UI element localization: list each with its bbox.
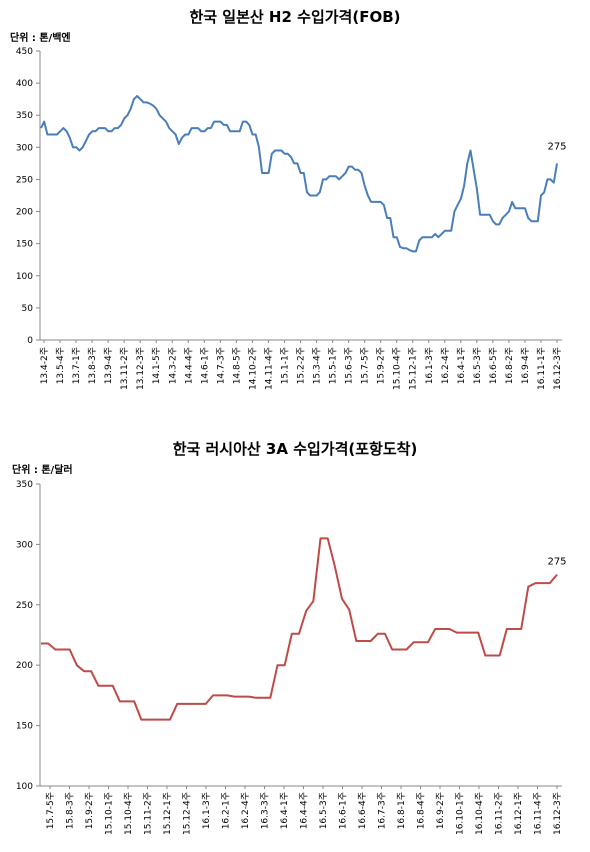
x-tick-label: 15.5-1주 (328, 347, 339, 384)
x-tick-label: 16.12-1주 (513, 792, 524, 835)
x-tick-label: 14.11-4주 (263, 347, 274, 390)
x-tick-label: 15.12-1주 (408, 347, 419, 390)
x-tick-label: 16.9-4주 (520, 347, 531, 384)
x-tick-label: 15.11-2주 (143, 792, 154, 835)
x-tick-label: 14.3-2주 (167, 347, 178, 384)
chart-russia-3a: 한국 러시아산 3A 수입가격(포항도착) 단위 : 톤/달러 100 150 20… (0, 420, 590, 852)
x-tick-label: 16.1-3주 (424, 347, 435, 384)
x-tick-label: 15.6-3주 (344, 347, 355, 384)
y-tick-label: 250 (16, 601, 33, 611)
x-tick-label: 16.3-3주 (260, 792, 271, 829)
chart-title: 한국 러시아산 3A 수입가격(포항도착) (172, 440, 418, 458)
x-tick-label: 15.2-2주 (296, 347, 307, 384)
x-tick-label: 16.6-4주 (357, 792, 368, 829)
chart-japan-h2: 한국 일본산 H2 수입가격(FOB) 단위 : 톤/백엔 0 50 100 150 2… (0, 0, 590, 420)
y-tick-label: 450 (16, 47, 33, 57)
y-tick-label: 0 (27, 336, 33, 346)
y-tick-label: 400 (16, 79, 33, 89)
x-tick-label: 15.10-4주 (392, 347, 403, 390)
y-tick-label: 50 (22, 304, 34, 314)
x-tick-label: 14.6-1주 (199, 347, 210, 384)
x-tick-label: 13.5-4주 (55, 347, 66, 384)
x-tick-label: 16.5-3주 (318, 792, 329, 829)
y-tick-label: 100 (16, 782, 33, 792)
x-tick-label: 16.10-1주 (455, 792, 466, 835)
x-tick-label: 15.12-4주 (182, 792, 193, 835)
x-tick-label: 16.11-4주 (533, 792, 544, 835)
x-tick-label: 16.2-1주 (221, 792, 232, 829)
y-tick-label: 100 (16, 272, 33, 282)
series-line (41, 537, 558, 721)
x-tick-label: 16.6-1주 (338, 792, 349, 829)
x-tick-label: 15.7-5주 (45, 792, 56, 829)
x-tick-label: 16.1-3주 (201, 792, 212, 829)
x-tick-label: 16.4-4주 (299, 792, 310, 829)
x-tick-label: 15.3-4주 (312, 347, 323, 384)
x-tick-label: 15.10-4주 (123, 792, 134, 835)
x-tick-label: 14.8-5주 (231, 347, 242, 384)
y-tick-label: 150 (16, 240, 33, 250)
x-tick-label: 15.9-2주 (376, 347, 387, 384)
x-tick-label: 15.7-5주 (360, 347, 371, 384)
series-line (40, 95, 558, 253)
x-tick-label: 13.12-3주 (135, 347, 146, 390)
y-tick-label: 300 (16, 540, 33, 550)
data-label: 275 (547, 141, 566, 152)
chart-plot: 0 50 100 150 200 250 300 350 400 450 13.4-2주 13.5-4… (16, 47, 567, 390)
x-tick-label: 16.8-4주 (416, 792, 427, 829)
x-tick-label: 16.12-3주 (552, 347, 563, 390)
chart-title: 한국 일본산 H2 수입가격(FOB) (189, 8, 401, 26)
x-tick-label: 13.7-1주 (71, 347, 82, 384)
x-tick-label: 16.6-5주 (488, 347, 499, 384)
x-tick-label: 16.4-1주 (279, 792, 290, 829)
x-tick-label: 15.1-1주 (279, 347, 290, 384)
x-tick-label: 13.4-2주 (39, 347, 50, 384)
x-tick-label: 14.4-4주 (183, 347, 194, 384)
x-tick-label: 15.12-1주 (162, 792, 173, 835)
x-tick-label: 16.12-3주 (552, 792, 563, 835)
x-tick-label: 14.7-3주 (215, 347, 226, 384)
x-tick-label: 13.8-3주 (87, 347, 98, 384)
x-tick-label: 16.10-4주 (474, 792, 485, 835)
data-label: 275 (547, 557, 566, 568)
y-tick-label: 350 (16, 480, 33, 490)
unit-label: 단위 : 톤/달러 (12, 465, 73, 476)
x-tick-label: 16.7-3주 (377, 792, 388, 829)
x-tick-label: 14.1-5주 (151, 347, 162, 384)
x-tick-label: 15.8-3주 (65, 792, 76, 829)
chart-plot: 100 150 200 250 300 350 15.7-5주 15.8-3주 15.9-2주 1… (16, 480, 567, 835)
x-tick-label: 15.9-2주 (84, 792, 95, 829)
y-tick-label: 200 (16, 208, 33, 218)
y-tick-label: 150 (16, 722, 33, 732)
x-tick-label: 16.11-1주 (536, 347, 547, 390)
x-tick-label: 13.9-4주 (103, 347, 114, 384)
y-tick-label: 200 (16, 661, 33, 671)
x-tick-label: 14.10-2주 (247, 347, 258, 390)
y-tick-label: 250 (16, 175, 33, 185)
x-tick-label: 16.8-1주 (396, 792, 407, 829)
x-tick-label: 15.10-1주 (104, 792, 115, 835)
x-tick-label: 16.2-4주 (240, 792, 251, 829)
x-tick-label: 16.5-3주 (472, 347, 483, 384)
x-tick-label: 13.11-2주 (119, 347, 130, 390)
x-tick-label: 16.11-2주 (494, 792, 505, 835)
y-tick-label: 350 (16, 111, 33, 121)
y-tick-label: 300 (16, 143, 33, 153)
unit-label: 단위 : 톤/백엔 (10, 33, 71, 44)
x-tick-label: 16.2-4주 (440, 347, 451, 384)
x-tick-label: 16.4-1주 (456, 347, 467, 384)
x-tick-label: 16.9-2주 (435, 792, 446, 829)
x-tick-label: 16.8-2주 (504, 347, 515, 384)
